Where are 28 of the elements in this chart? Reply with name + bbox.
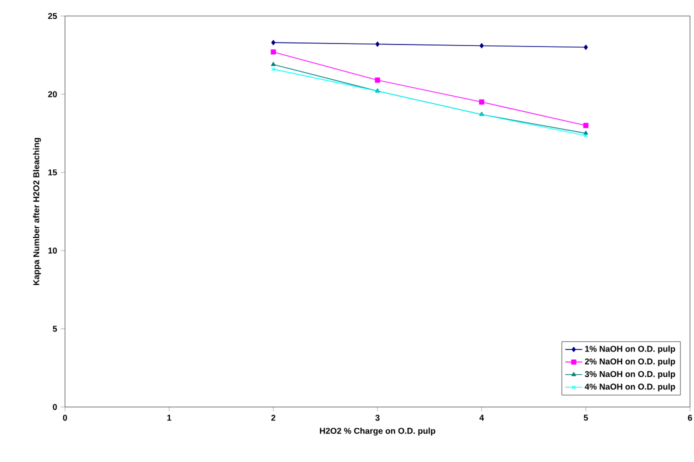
y-tick-label: 25 <box>48 13 57 19</box>
x-tick-label: 0 <box>62 414 68 421</box>
point <box>270 49 276 55</box>
x-tick-label: 5 <box>584 414 588 421</box>
y-tick-label: 10 <box>48 248 57 254</box>
point <box>583 122 588 128</box>
x-tick-label: 2 <box>271 414 276 421</box>
y-axis-title: Kappa Number after H2O2 Bleaching <box>33 138 41 286</box>
legend-label: 1% NaOH on O.D. pulp <box>585 346 676 354</box>
x-axis-title: H2O2 % Charge on O.D. pulp <box>320 428 436 436</box>
legend-label: 3% NaOH on O.D. pulp <box>584 370 676 379</box>
x-tick-label: 3 <box>375 414 380 421</box>
x-tick-label: 6 <box>688 414 692 421</box>
point <box>584 44 588 50</box>
point <box>271 40 276 46</box>
x-tick-label: 1 <box>167 414 172 421</box>
point <box>374 78 380 83</box>
y-tick-label: 15 <box>48 169 57 176</box>
x-tick-label: 4 <box>479 414 484 421</box>
point <box>479 99 484 105</box>
y-tick-label: 5 <box>52 326 57 332</box>
point <box>375 42 380 47</box>
y-tick-label: 20 <box>48 91 57 98</box>
point <box>480 43 484 48</box>
point <box>271 62 276 66</box>
legend-label: 4% NaOH on O.D. pulp <box>584 383 676 392</box>
y-tick-label: 0 <box>52 404 57 410</box>
legend-label: 2% NaOH on O.D. pulp <box>584 358 676 366</box>
